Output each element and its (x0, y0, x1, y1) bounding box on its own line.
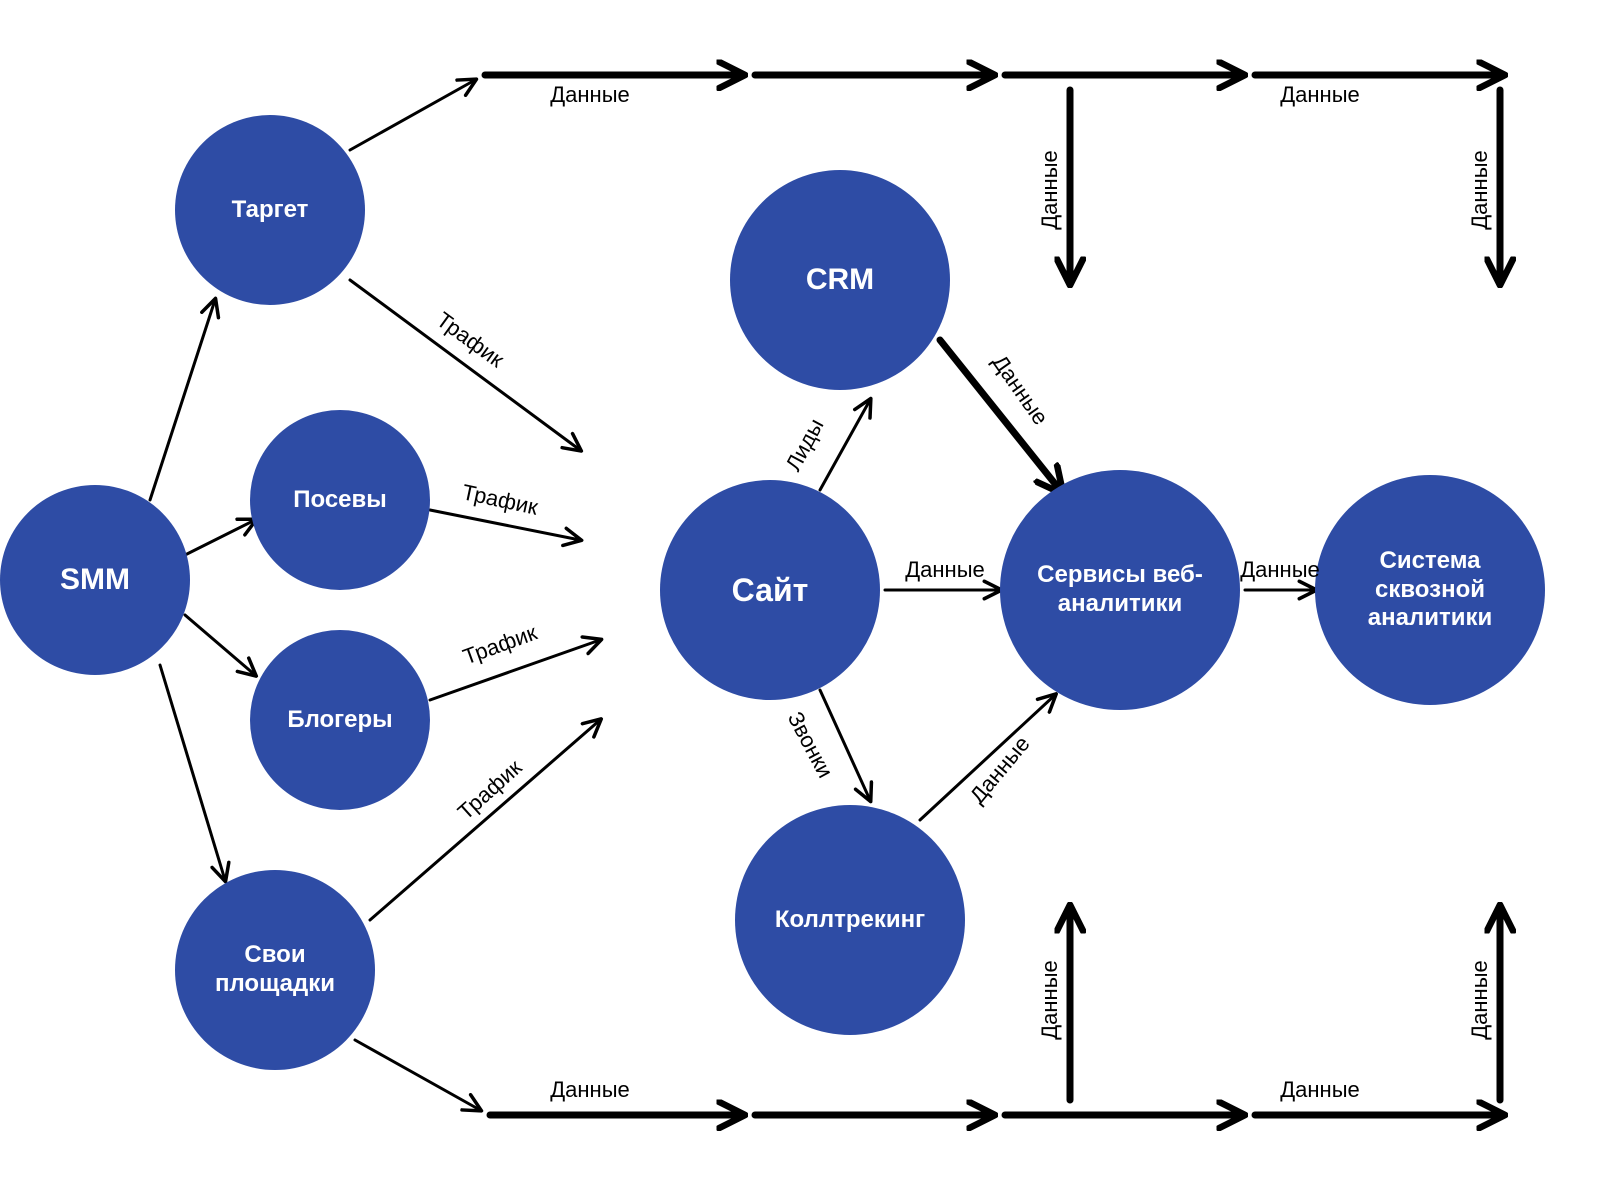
edge-label-bot-h3: Данные (1280, 1077, 1359, 1103)
edge-label-top-down2: Данные (1467, 150, 1493, 229)
edge-label-top-h1: Данные (550, 82, 629, 108)
edge-label-posevy-site: Трафик (460, 479, 540, 520)
edge-label-bot-up2: Данные (1467, 960, 1493, 1039)
node-label-analytics: Сервисы веб-аналитики (1010, 561, 1230, 619)
edge-label-own-site: Трафик (453, 755, 527, 826)
edge-smm-own (160, 665, 225, 880)
node-label-posevy: Посевы (293, 486, 387, 515)
node-label-target: Таргет (232, 196, 309, 225)
node-label-calltrack: Коллтрекинг (775, 906, 925, 935)
node-own: Свои площадки (175, 870, 375, 1070)
node-analytics: Сервисы веб-аналитики (1000, 470, 1240, 710)
node-site: Сайт (660, 480, 880, 700)
edge-own-bottom (355, 1040, 480, 1110)
node-label-crm: CRM (806, 262, 874, 298)
edge-site-call (820, 690, 870, 800)
edge-smm-target (150, 300, 215, 500)
edge-smm-bloggers (185, 615, 255, 675)
edge-label-call-analytics: Данные (964, 731, 1035, 809)
node-through: Система сквозной аналитики (1315, 475, 1545, 705)
edge-smm-posevy (185, 520, 255, 555)
edge-target-top (350, 80, 475, 150)
edge-label-target-site: Трафик (431, 307, 508, 373)
node-label-site: Сайт (732, 571, 809, 609)
node-label-bloggers: Блогеры (287, 706, 392, 735)
edge-label-top-down1: Данные (1037, 150, 1063, 229)
edge-label-site-call: Звонки (782, 708, 838, 783)
edge-label-crm-analytics: Данные (987, 350, 1054, 430)
node-label-smm: SMM (60, 562, 130, 598)
node-bloggers: Блогеры (250, 630, 430, 810)
edge-label-bloggers-site: Трафик (460, 620, 541, 671)
node-label-through: Система сквозной аналитики (1325, 547, 1535, 633)
edge-label-bot-h1: Данные (550, 1077, 629, 1103)
edge-label-site-crm: Лиды (781, 414, 830, 475)
node-target: Таргет (175, 115, 365, 305)
edge-label-site-analytics: Данные (905, 557, 984, 583)
edge-label-bot-up1: Данные (1037, 960, 1063, 1039)
node-smm: SMM (0, 485, 190, 675)
edge-site-crm (820, 400, 870, 490)
edge-label-top-h3: Данные (1280, 82, 1359, 108)
edge-label-anal-through: Данные (1240, 557, 1319, 583)
node-calltrack: Коллтрекинг (735, 805, 965, 1035)
node-crm: CRM (730, 170, 950, 390)
node-posevy: Посевы (250, 410, 430, 590)
node-label-own: Свои площадки (185, 941, 365, 999)
